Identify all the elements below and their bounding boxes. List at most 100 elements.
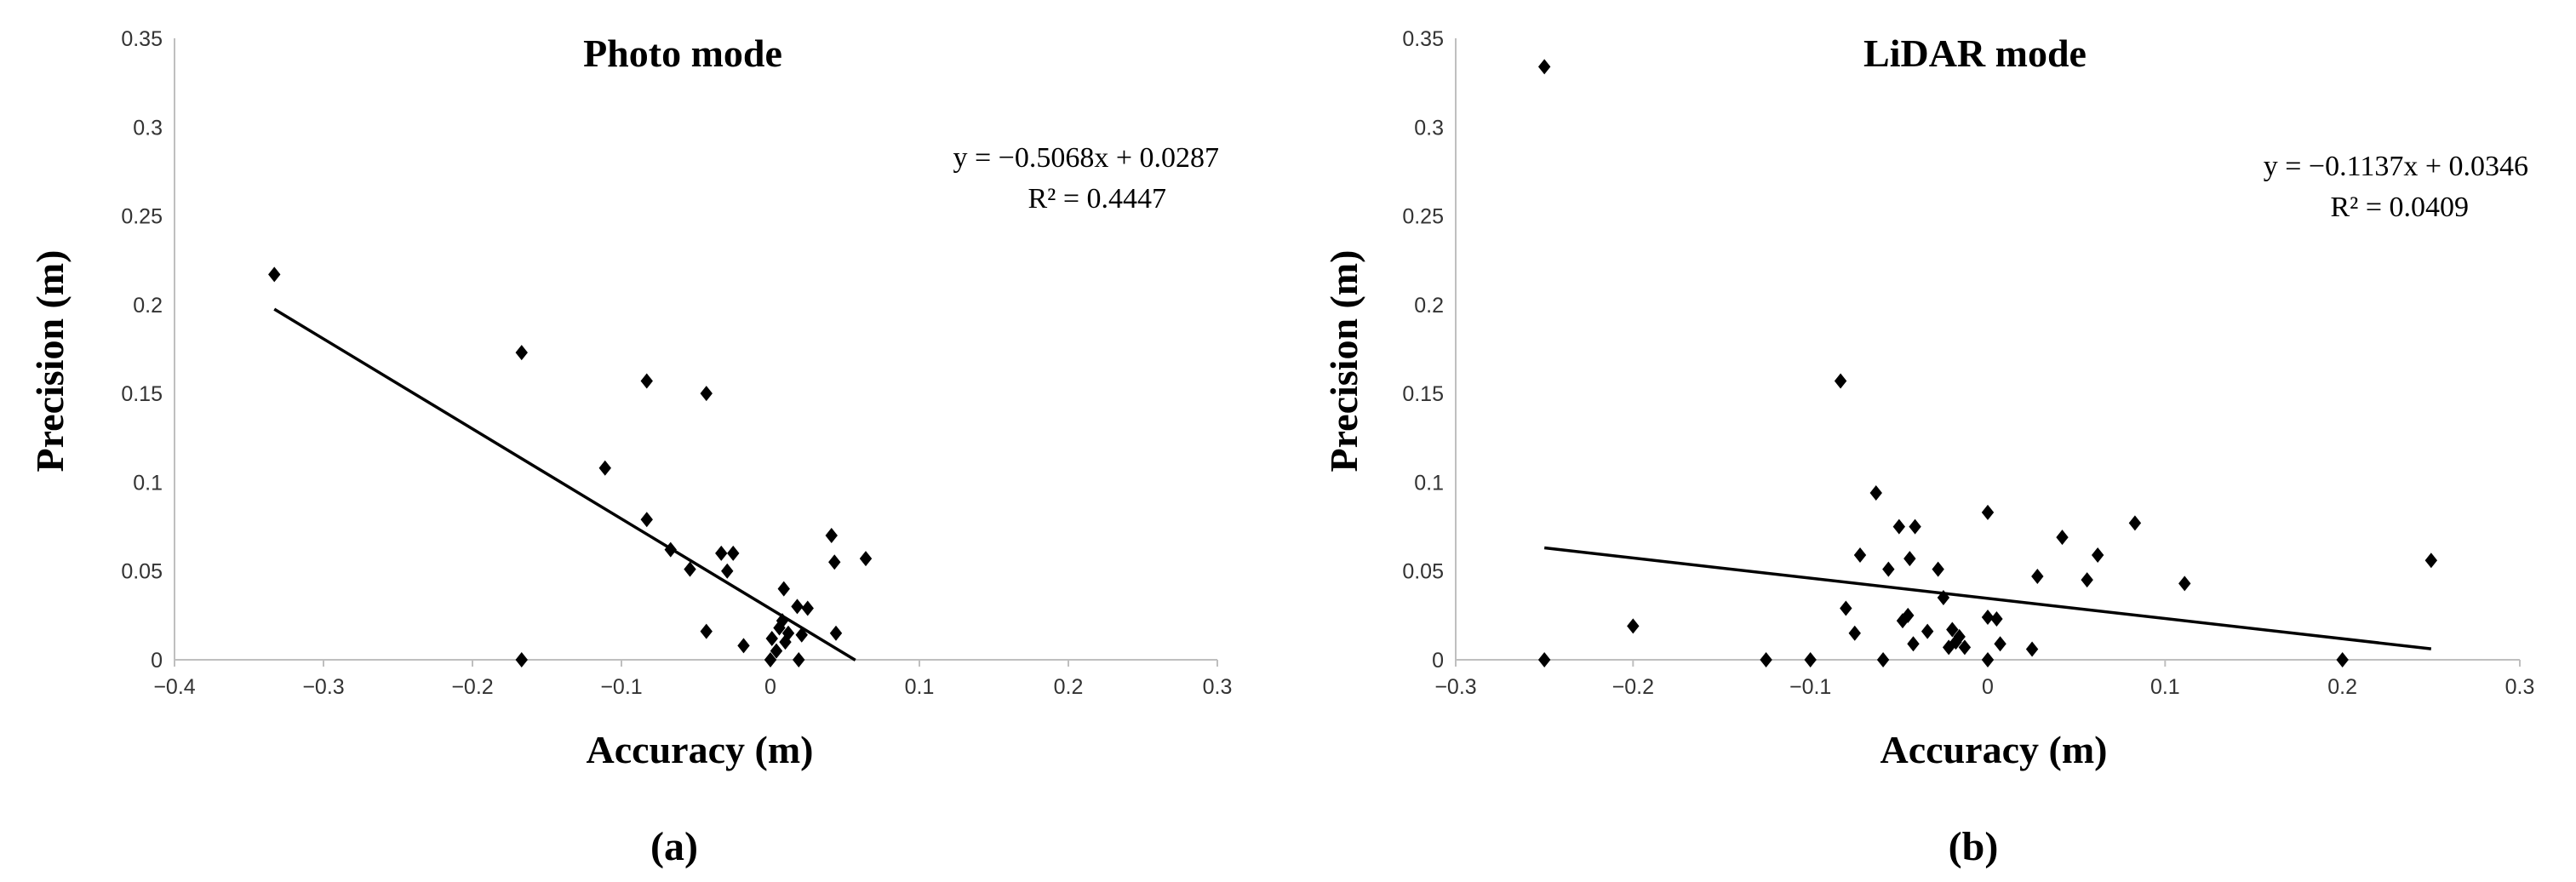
data-point — [515, 345, 528, 361]
data-point — [1627, 618, 1640, 634]
data-point — [1946, 621, 1959, 638]
data-point — [1840, 600, 1852, 616]
data-point — [1981, 504, 1995, 520]
data-point — [1760, 652, 1772, 667]
y-tick-label: 0.05 — [121, 560, 163, 584]
data-point — [829, 625, 843, 641]
data-point — [777, 581, 790, 597]
data-point — [715, 545, 728, 561]
data-point — [859, 551, 873, 567]
y-tick-label: 0.2 — [133, 294, 163, 318]
y-tick-label: 0.15 — [1402, 382, 1444, 406]
data-point — [1537, 59, 1551, 75]
x-tick-label: 0.1 — [2150, 675, 2180, 699]
data-point — [1848, 625, 1861, 641]
trendline — [1543, 546, 2432, 650]
y-tick-label: 0 — [1432, 649, 1444, 673]
data-point — [828, 554, 841, 570]
data-point — [1853, 547, 1867, 563]
data-point — [1958, 639, 1972, 656]
x-axis-label: Accuracy (m) — [1880, 728, 2108, 771]
x-tick-label: −0.1 — [1789, 675, 1831, 699]
data-point — [268, 266, 281, 283]
data-point — [781, 625, 795, 641]
data-point — [598, 460, 611, 476]
data-point — [1953, 628, 1966, 644]
r-squared-label: R² = 0.0409 — [2330, 192, 2469, 223]
x-tick-label: 0.2 — [2327, 675, 2357, 699]
y-tick-label: 0.15 — [121, 382, 163, 406]
data-point — [1882, 561, 1895, 577]
plot-area: −0.3 −0.2 −0.1 0 0.1 0.2 0.3 0 0.05 0.1 0.15 0.2 0.2… — [1402, 27, 2534, 699]
data-point — [1876, 652, 1890, 667]
x-tick-label: −0.2 — [1612, 675, 1654, 699]
data-point — [2128, 515, 2142, 531]
data-point — [791, 598, 804, 615]
data-point — [1909, 518, 1921, 535]
data-point — [640, 373, 653, 389]
x-tick-label: −0.4 — [153, 675, 195, 699]
data-point — [727, 545, 740, 561]
data-point — [2424, 553, 2438, 569]
x-tick-label: −0.1 — [600, 675, 642, 699]
x-tick-label: 0.2 — [1054, 675, 1084, 699]
x-tick-label: −0.3 — [302, 675, 344, 699]
trendline-equation: y = −0.1137x + 0.0346 — [2264, 151, 2528, 182]
y-tick-label: 0.25 — [121, 205, 163, 229]
panel-label: (b) — [1949, 824, 1999, 869]
data-point — [737, 638, 750, 654]
data-point — [765, 630, 778, 646]
x-tick-label: 0.3 — [2505, 675, 2535, 699]
y-axis-label: Precision (m) — [1322, 249, 1365, 472]
data-point — [721, 563, 734, 579]
chart-lidar-mode: LiDAR mode Accuracy (m) Precision (m) y … — [1322, 27, 2534, 869]
data-point — [1804, 652, 1817, 667]
data-point — [770, 643, 783, 659]
data-point — [640, 512, 653, 528]
data-point — [1981, 652, 1995, 667]
data-point — [795, 627, 808, 643]
x-tick-label: 0 — [764, 675, 776, 699]
chart-title: Photo mode — [583, 32, 782, 75]
x-tick-label: 0 — [1982, 675, 1994, 699]
y-tick-label: 0.1 — [1414, 471, 1444, 495]
data-point — [1902, 607, 1915, 623]
data-point — [2025, 641, 2039, 657]
trendline — [273, 307, 856, 662]
data-point — [2178, 576, 2191, 592]
y-tick-label: 0.35 — [1402, 27, 1444, 51]
data-point — [1921, 623, 1934, 639]
data-point — [776, 613, 789, 629]
y-axis-label: Precision (m) — [28, 249, 72, 472]
data-point — [1907, 636, 1920, 652]
x-axis-label: Accuracy (m) — [587, 728, 814, 771]
data-point — [1932, 561, 1944, 577]
data-point — [1896, 613, 1909, 629]
y-tick-label: 0.35 — [121, 27, 163, 51]
plot-area: −0.4 −0.3 −0.2 −0.1 0 0.1 0.2 0.3 0 0.05 0.1 0.15 0.… — [121, 27, 1232, 699]
data-point — [664, 541, 677, 558]
y-tick-label: 0.25 — [1402, 205, 1444, 229]
x-tick-label: 0.3 — [1203, 675, 1233, 699]
data-point — [684, 561, 696, 577]
data-point — [764, 652, 777, 667]
x-tick-label: −0.2 — [451, 675, 493, 699]
data-point — [1994, 636, 2006, 652]
data-point — [1537, 652, 1551, 667]
panel-label: (a) — [650, 824, 698, 869]
data-point — [1834, 373, 1847, 389]
chart-title: LiDAR mode — [1863, 32, 2087, 75]
data-point — [1981, 609, 1995, 625]
data-point — [515, 652, 528, 667]
y-tick-label: 0.1 — [133, 471, 163, 495]
data-point — [700, 386, 713, 402]
r-squared-label: R² = 0.4447 — [1028, 183, 1166, 215]
data-point — [1869, 484, 1882, 501]
y-tick-label: 0.3 — [133, 116, 163, 140]
data-point — [2031, 568, 2044, 584]
data-point — [1990, 611, 2003, 627]
data-point — [825, 528, 838, 543]
data-point — [1892, 518, 1906, 535]
trendline-equation: y = −0.5068x + 0.0287 — [953, 142, 1219, 174]
